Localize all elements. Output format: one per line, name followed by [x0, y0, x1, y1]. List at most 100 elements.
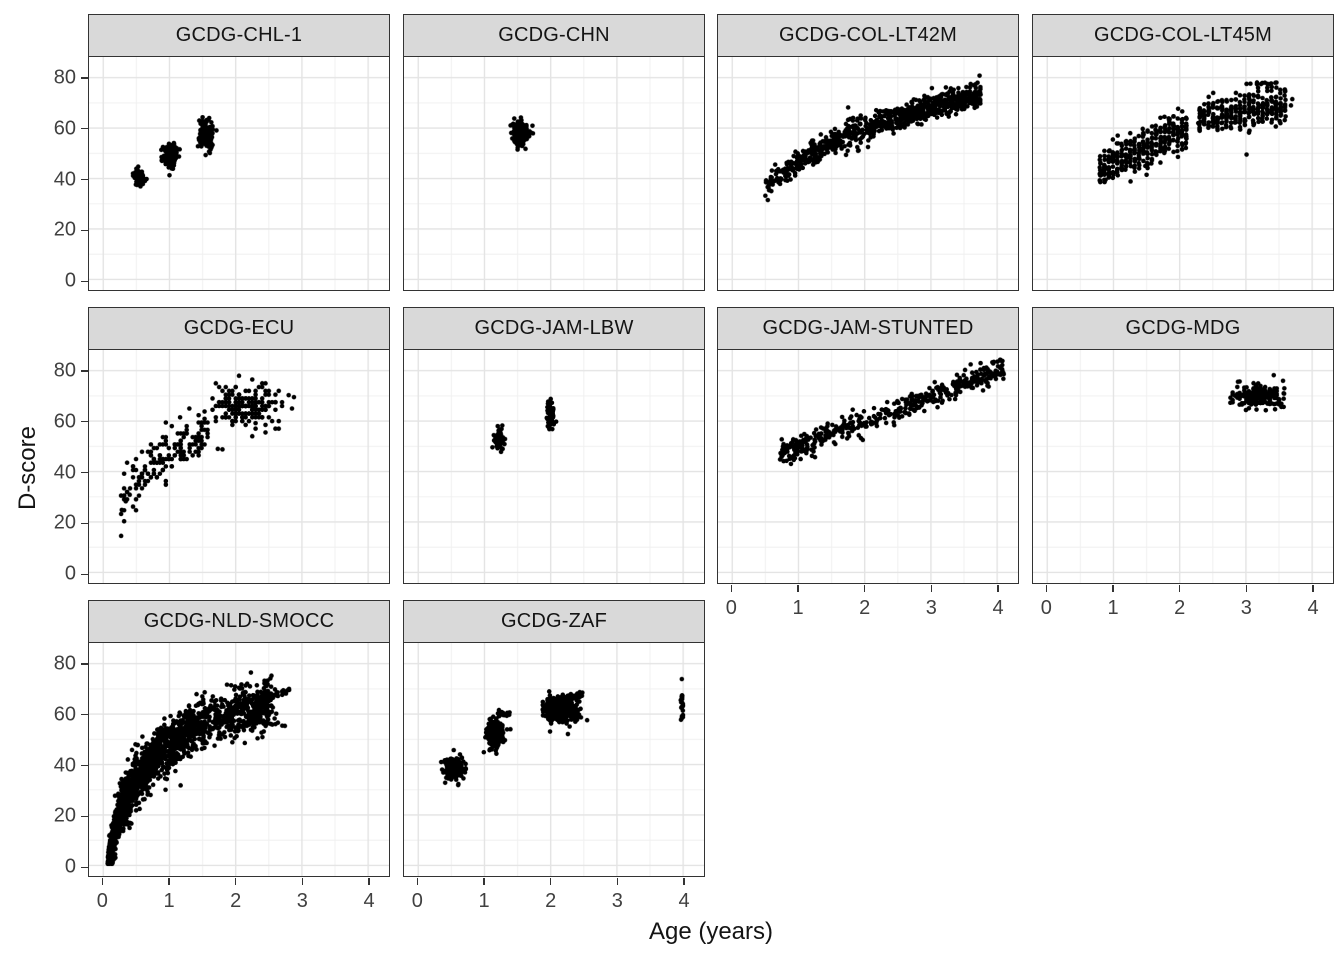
- x-axis-tick: [368, 878, 370, 885]
- x-axis-tick: [416, 878, 419, 885]
- y-axis-tick: [81, 280, 88, 283]
- x-axis-tick: [301, 878, 304, 885]
- y-axis-tick-label: 40: [53, 754, 76, 777]
- facet-strip: GCDG-CHN: [403, 14, 705, 57]
- y-axis-tick: [81, 764, 88, 767]
- y-axis-tick-label: 80: [53, 359, 76, 382]
- x-axis-tick-label: 4: [363, 890, 375, 912]
- facet-strip: GCDG-ECU: [88, 307, 390, 350]
- facet-strip: GCDG-COL-LT45M: [1032, 14, 1334, 57]
- facet-title: GCDG-ECU: [183, 317, 295, 339]
- facet-title: GCDG-COL-LT42M: [778, 24, 957, 46]
- x-axis-tick: [616, 878, 619, 885]
- x-axis-tick: [683, 878, 685, 885]
- x-axis-tick: [1045, 585, 1048, 592]
- y-axis-tick-label: 20: [53, 805, 76, 828]
- facet-strip: GCDG-JAM-LBW: [403, 307, 705, 350]
- x-axis-tick-label: 2: [859, 597, 871, 619]
- facet-gcdg-zaf: GCDG-ZAF: [403, 600, 705, 877]
- scatter-canvas: [404, 350, 704, 583]
- facet-panel: [717, 349, 1019, 584]
- y-axis-tick: [81, 573, 88, 576]
- x-axis-tick-label: 1: [792, 597, 804, 619]
- x-axis-tick: [101, 878, 104, 885]
- y-axis-tick: [81, 77, 88, 79]
- facet-gcdg-chl-1: GCDG-CHL-1: [88, 14, 390, 291]
- y-axis-tick-label: 40: [53, 168, 76, 191]
- facet-gcdg-ecu: GCDG-ECU: [88, 307, 390, 584]
- facet-gcdg-jam-lbw: GCDG-JAM-LBW: [403, 307, 705, 584]
- x-axis-tick: [930, 585, 933, 592]
- facet-strip: GCDG-COL-LT42M: [717, 14, 1019, 57]
- y-axis-tick: [81, 663, 88, 665]
- facet-strip: GCDG-JAM-STUNTED: [717, 307, 1019, 350]
- y-axis-tick: [81, 370, 88, 372]
- facet-title: GCDG-MDG: [1125, 317, 1241, 339]
- y-axis-tick: [81, 229, 88, 232]
- y-axis-tick-label: 40: [53, 461, 76, 484]
- facet-strip: GCDG-CHL-1: [88, 14, 390, 57]
- x-axis-tick: [1178, 585, 1181, 592]
- scatter-canvas: [89, 350, 389, 583]
- y-axis-tick-label: 60: [53, 410, 76, 433]
- y-axis-tick: [81, 866, 88, 869]
- x-axis-tick: [730, 585, 733, 592]
- facet-panel: [403, 642, 705, 877]
- facet-panel: [717, 56, 1019, 291]
- x-axis-tick: [1112, 585, 1114, 592]
- facet-panel: [403, 349, 705, 584]
- facet-gcdg-jam-stunted: GCDG-JAM-STUNTED: [717, 307, 1019, 584]
- x-axis-tick: [997, 585, 999, 592]
- x-axis-tick-label: 3: [1240, 597, 1252, 619]
- x-axis-tick-label: 0: [96, 890, 108, 912]
- y-axis-tick: [81, 522, 88, 525]
- facet-panel: [88, 349, 390, 584]
- x-axis-tick-label: 1: [478, 890, 490, 912]
- x-axis-tick-label: 3: [925, 597, 937, 619]
- facet-gcdg-col-lt42m: GCDG-COL-LT42M: [717, 14, 1019, 291]
- y-axis-tick-label: 0: [64, 855, 76, 878]
- x-axis-title: Age (years): [648, 918, 774, 945]
- y-axis-tick-label: 20: [53, 512, 76, 535]
- y-axis-tick: [81, 127, 88, 130]
- facet-panel: [88, 642, 390, 877]
- scatter-canvas: [89, 57, 389, 290]
- facet-title: GCDG-ZAF: [500, 610, 608, 632]
- facet-panel: [1032, 56, 1334, 291]
- x-axis-tick-label: 0: [411, 890, 423, 912]
- facet-title: GCDG-CHN: [498, 24, 610, 46]
- x-axis-tick-label: 2: [1174, 597, 1186, 619]
- scatter-canvas: [404, 643, 704, 876]
- y-axis-tick: [81, 420, 88, 423]
- facet-title: GCDG-NLD-SMOCC: [143, 610, 335, 632]
- scatter-canvas: [1033, 350, 1333, 583]
- x-axis-tick: [797, 585, 799, 592]
- scatter-canvas: [718, 57, 1018, 290]
- x-axis-tick-label: 1: [1107, 597, 1119, 619]
- scatter-canvas: [1033, 57, 1333, 290]
- facet-strip: GCDG-MDG: [1032, 307, 1334, 350]
- y-axis-tick: [81, 178, 88, 181]
- facet-gcdg-nld-smocc: GCDG-NLD-SMOCC: [88, 600, 390, 877]
- y-axis-tick: [81, 713, 88, 716]
- x-axis-tick: [863, 585, 866, 592]
- facet-title: GCDG-JAM-LBW: [474, 317, 634, 339]
- y-axis-tick: [81, 815, 88, 818]
- y-axis-tick-label: 60: [53, 703, 76, 726]
- y-axis-title: D-score: [14, 426, 41, 511]
- y-axis-tick-label: 0: [64, 269, 76, 292]
- y-axis-tick-label: 80: [53, 652, 76, 675]
- x-axis-tick: [168, 878, 170, 885]
- facet-title: GCDG-CHL-1: [175, 24, 303, 46]
- x-axis-tick-label: 4: [1307, 597, 1319, 619]
- x-axis-tick-label: 3: [296, 890, 308, 912]
- x-axis-tick-label: 4: [678, 890, 690, 912]
- x-axis-tick: [483, 878, 485, 885]
- x-axis-tick-label: 4: [992, 597, 1004, 619]
- facet-panel: [403, 56, 705, 291]
- scatter-canvas: [718, 350, 1018, 583]
- facet-panel: [1032, 349, 1334, 584]
- x-axis-tick-label: 0: [1040, 597, 1052, 619]
- facet-strip: GCDG-ZAF: [403, 600, 705, 643]
